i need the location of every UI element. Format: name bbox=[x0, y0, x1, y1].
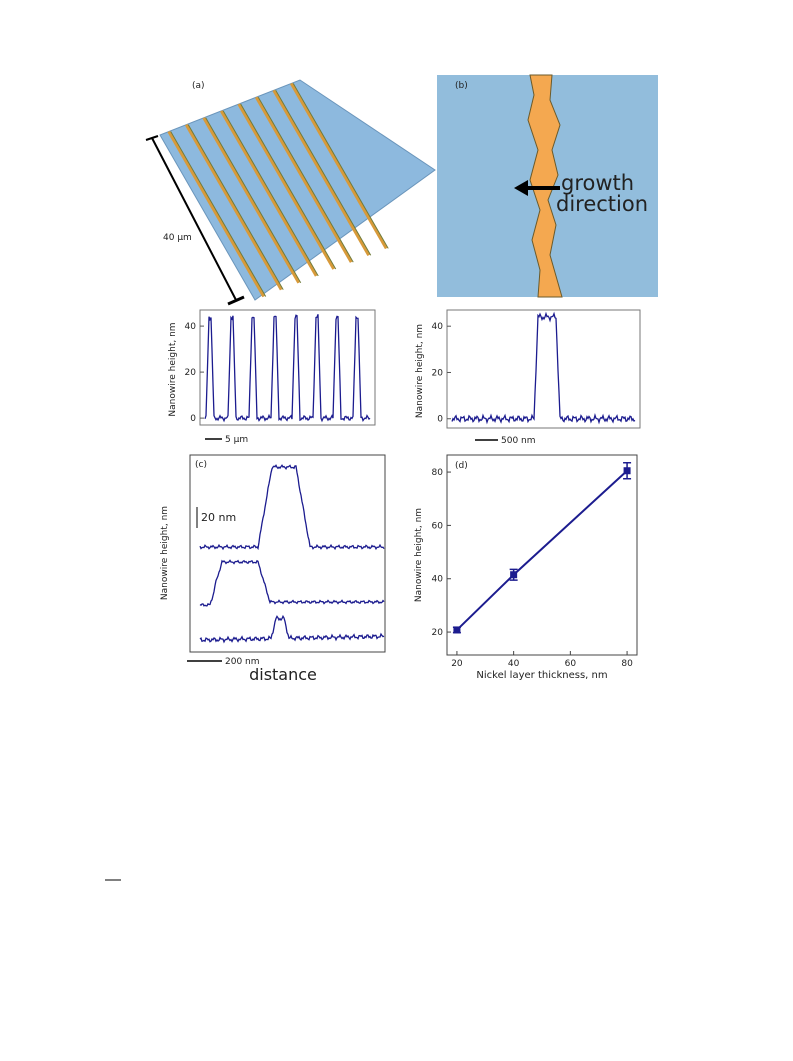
x-tick-label: 80 bbox=[621, 659, 633, 669]
fit-line bbox=[456, 469, 628, 631]
y-axis-label: Nanowire height, nm bbox=[168, 322, 178, 416]
stripe bbox=[184, 123, 283, 291]
profile-curve bbox=[204, 314, 371, 423]
y-axis-label: Nanowire height, nm bbox=[415, 324, 425, 418]
y-tick-label: 60 bbox=[432, 521, 444, 531]
plot-frame bbox=[189, 454, 386, 653]
arrow-end bbox=[227, 295, 245, 306]
profile-curve bbox=[199, 559, 385, 607]
panel-label: (a) bbox=[192, 81, 205, 91]
stripe-edge bbox=[222, 110, 319, 277]
panel-a: 40 µm (a) bbox=[145, 79, 436, 306]
arrow-head bbox=[514, 180, 528, 196]
x-tick-label: 20 bbox=[451, 659, 463, 669]
scale-label: 40 µm bbox=[163, 233, 192, 243]
scale-label: 500 nm bbox=[501, 436, 536, 446]
profile-curve bbox=[199, 464, 385, 551]
x-tick-label: 60 bbox=[565, 659, 577, 669]
panel-b: growth direction (b) bbox=[437, 74, 658, 298]
y-tick-label: 20 bbox=[185, 368, 197, 378]
x-tick-label: 40 bbox=[508, 659, 520, 669]
panel-label: (d) bbox=[455, 461, 468, 471]
profile-curve bbox=[199, 614, 385, 644]
afm-surface bbox=[159, 79, 436, 301]
y-tick-label: 40 bbox=[432, 322, 444, 332]
stripe-edge bbox=[240, 103, 337, 270]
y-tick-label: 0 bbox=[437, 415, 443, 425]
y-tick-label: 80 bbox=[432, 468, 444, 478]
stripe-edge bbox=[275, 90, 372, 256]
y-axis-label: Nanowire height, nm bbox=[160, 506, 170, 600]
y-tick-label: 40 bbox=[432, 575, 444, 585]
point bbox=[623, 467, 631, 475]
label-bg bbox=[160, 228, 196, 244]
stripe-edge bbox=[170, 131, 267, 297]
point bbox=[453, 626, 461, 634]
stripe bbox=[167, 130, 266, 298]
arrow-end bbox=[145, 135, 159, 141]
y-tick-label: 40 bbox=[185, 322, 197, 332]
panel-label: (b) bbox=[455, 81, 468, 91]
stripe-edge bbox=[205, 117, 302, 284]
scale-arrow bbox=[151, 137, 237, 301]
stripe bbox=[219, 110, 318, 277]
stripe bbox=[272, 89, 371, 257]
stripe bbox=[202, 117, 301, 284]
y-tick-label: 20 bbox=[432, 628, 444, 638]
plot-frame bbox=[446, 309, 641, 429]
plot-frame bbox=[199, 309, 376, 426]
stripe-edge bbox=[292, 83, 389, 249]
stripe-edge bbox=[187, 124, 284, 290]
stripe bbox=[237, 103, 336, 270]
annotation: direction bbox=[556, 192, 648, 216]
nanowire-stripes bbox=[167, 82, 389, 298]
y-tick-label: 20 bbox=[432, 368, 444, 378]
y-tick-label: 0 bbox=[190, 414, 196, 424]
panel-label: (c) bbox=[195, 460, 207, 470]
x-axis-label: distance bbox=[249, 665, 317, 684]
profile-curve bbox=[451, 311, 636, 425]
x-axis-label: Nickel layer thickness, nm bbox=[476, 670, 607, 681]
point bbox=[510, 571, 518, 579]
scale-label: 200 nm bbox=[225, 657, 260, 667]
stripe bbox=[289, 82, 388, 250]
offset-label: 20 nm bbox=[201, 511, 236, 524]
stripe-edge bbox=[257, 96, 354, 263]
y-axis-label: Nanowire height, nm bbox=[414, 508, 424, 602]
plot-frame bbox=[446, 454, 638, 656]
scale-label: 5 µm bbox=[225, 435, 248, 445]
stripe bbox=[254, 96, 353, 263]
annotation: growth bbox=[561, 171, 634, 195]
